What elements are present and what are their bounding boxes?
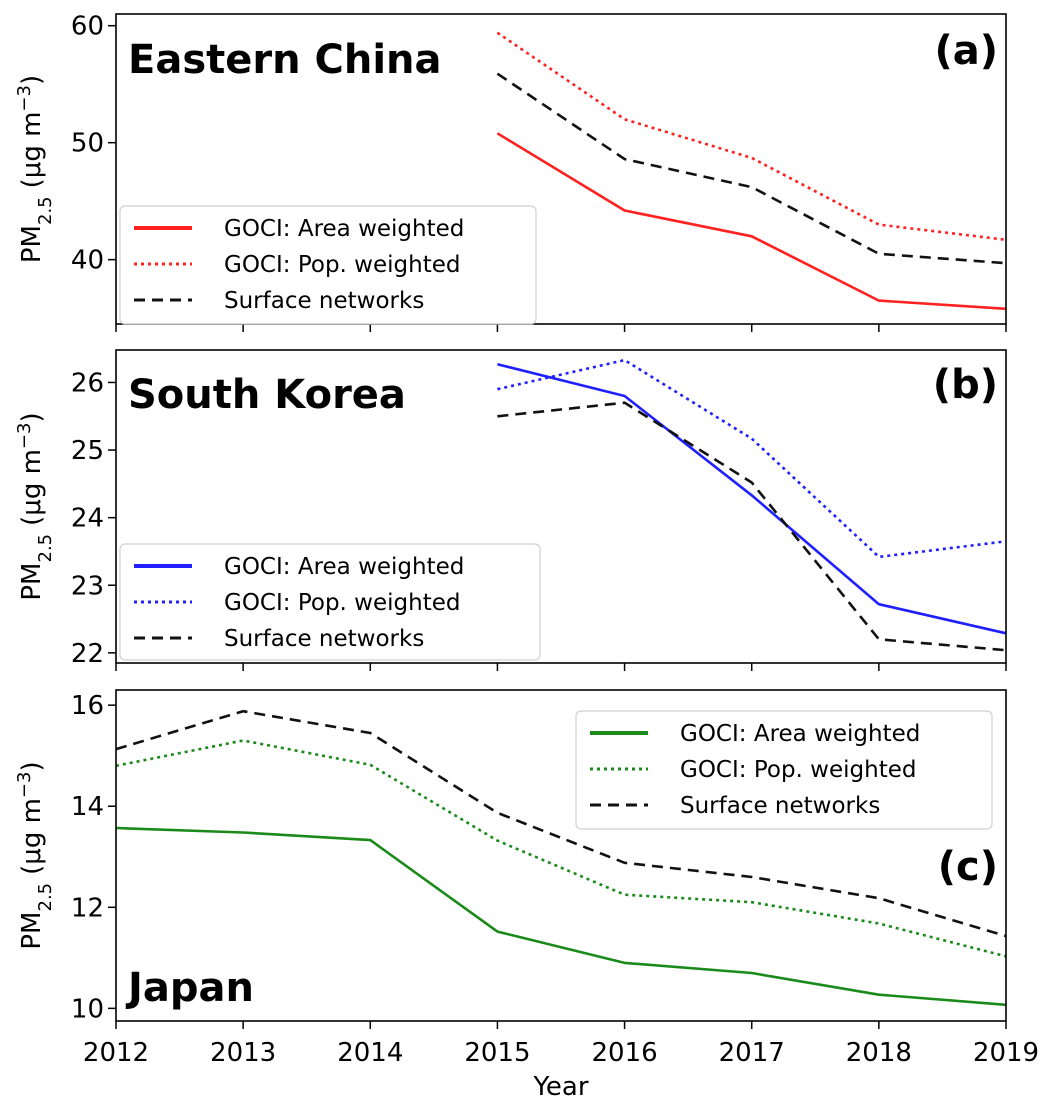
panel-tag: (a) [934, 28, 998, 74]
y-tick-label: 26 [71, 368, 104, 398]
y-tick-label: 10 [71, 994, 104, 1024]
series-pop-weighted [115, 739, 1007, 958]
panel-title: Eastern China [128, 37, 442, 83]
y-tick-label: 25 [71, 436, 104, 466]
x-tick-label: 2015 [464, 1038, 530, 1068]
legend: GOCI: Area weighted GOCI: Pop. weighted Su… [119, 205, 537, 325]
y-tick-label: 50 [71, 129, 104, 159]
panel-tag: (b) [933, 362, 998, 408]
x-tick-label: 2013 [210, 1038, 276, 1068]
y-axis-label: PM2.5(μg m−3) [14, 75, 56, 263]
y-tick-label: 16 [71, 691, 104, 721]
series-pop-weighted [497, 358, 1007, 559]
legend-label: Surface networks [224, 626, 424, 652]
y-tick-label: 60 [71, 12, 104, 42]
legend-box [119, 205, 537, 325]
panel-b: 22 23 24 25 26 South Korea (b) GOCI: Area weigh… [14, 349, 1007, 671]
plot-frame [115, 349, 1007, 664]
legend-label: GOCI: Area weighted [224, 554, 464, 580]
y-axis-label: PM2.5(μg m−3) [14, 412, 56, 600]
legend-label: GOCI: Pop. weighted [680, 757, 916, 783]
x-tick-label: 2017 [719, 1038, 785, 1068]
y-tick-label: 23 [71, 571, 104, 601]
panel-a: 40 50 60 Eastern China (a) GOCI: Area weighte… [14, 12, 1007, 332]
plot-frame [115, 689, 1007, 1022]
series-surface-networks [496, 72, 1007, 265]
series-area-weighted [115, 826, 1007, 1007]
y-tick-label: 14 [71, 792, 104, 822]
x-axis-label: Year [532, 1072, 588, 1102]
series-pop-weighted [496, 31, 1007, 242]
series-surface-networks [497, 401, 1007, 652]
panel-tag: (c) [938, 844, 998, 890]
x-tick-label: 2012 [83, 1038, 149, 1068]
panel-title: Japan [125, 965, 254, 1011]
legend-label: GOCI: Area weighted [680, 721, 920, 747]
series-surface-networks [115, 709, 1007, 938]
plot-frame [115, 13, 1007, 325]
x-tick-label: 2018 [846, 1038, 912, 1068]
panel-title: South Korea [128, 372, 406, 418]
legend-label: GOCI: Area weighted [224, 216, 464, 242]
series-area-weighted [496, 132, 1007, 311]
legend-label: GOCI: Pop. weighted [224, 590, 460, 616]
y-tick-label: 22 [71, 639, 104, 669]
legend-box [575, 710, 993, 830]
legend: GOCI: Area weighted GOCI: Pop. weighted Su… [575, 710, 993, 830]
legend-label: GOCI: Pop. weighted [224, 252, 460, 278]
x-tick-label: 2016 [591, 1038, 657, 1068]
legend-label: Surface networks [680, 793, 880, 819]
x-tick-label: 2019 [973, 1038, 1039, 1068]
y-tick-label: 40 [71, 246, 104, 276]
y-tick-label: 24 [71, 504, 104, 534]
x-tick-label: 2014 [337, 1038, 403, 1068]
y-axis-label: PM2.5(μg m−3) [14, 761, 56, 949]
series-area-weighted [497, 362, 1007, 635]
legend-label: Surface networks [224, 288, 424, 314]
legend-box [119, 543, 541, 661]
legend: GOCI: Area weighted GOCI: Pop. weighted Su… [119, 543, 541, 661]
y-tick-label: 12 [71, 893, 104, 923]
